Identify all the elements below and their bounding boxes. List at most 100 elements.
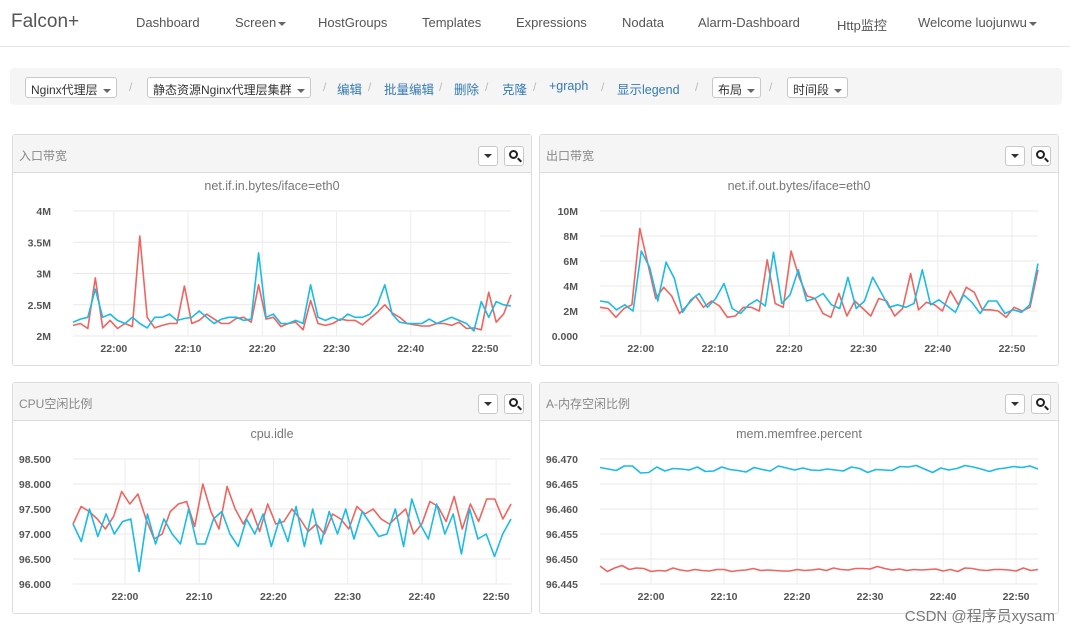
chart-title: net.if.out.bytes/iface=eth0 bbox=[727, 179, 871, 193]
separator: / bbox=[601, 80, 605, 94]
y-tick-label: 0.000 bbox=[552, 331, 578, 343]
y-tick-label: 98.500 bbox=[19, 454, 51, 466]
line-chart[interactable]: 2M 2.5M 3M 3.5M 4M 22:00 22:10 22:20 22:30 22:40 2… bbox=[13, 195, 531, 365]
x-tick-label: 22:50 bbox=[472, 343, 499, 355]
add-graph-link[interactable]: +graph bbox=[549, 79, 589, 93]
y-tick-label: 97.000 bbox=[19, 529, 51, 541]
nav-hostgroups[interactable]: HostGroups bbox=[318, 15, 388, 30]
separator: / bbox=[695, 80, 699, 94]
y-tick-label: 10M bbox=[558, 206, 579, 218]
nav-dashboard[interactable]: Dashboard bbox=[136, 15, 200, 30]
brand-logo[interactable]: Falcon+ bbox=[11, 11, 80, 32]
separator: / bbox=[533, 80, 537, 94]
chevron-down-icon bbox=[1011, 154, 1019, 158]
x-tick-label: 22:30 bbox=[323, 343, 350, 355]
y-tick-label: 3.5M bbox=[28, 237, 52, 249]
series-line-blue bbox=[72, 252, 512, 332]
chart-title: cpu.idle bbox=[250, 427, 294, 441]
panel-options-button[interactable] bbox=[478, 146, 498, 166]
y-tick-label: 96.460 bbox=[546, 504, 578, 516]
time-range-select[interactable]: 时间段 bbox=[787, 77, 849, 98]
separator: / bbox=[368, 80, 372, 94]
chart-title: net.if.in.bytes/iface=eth0 bbox=[204, 179, 340, 193]
nav-nodata[interactable]: Nodata bbox=[622, 15, 664, 30]
zoom-button[interactable] bbox=[1031, 146, 1051, 166]
chevron-down-icon bbox=[484, 402, 492, 406]
x-tick-label: 22:00 bbox=[638, 591, 665, 603]
chevron-down-icon bbox=[1011, 402, 1019, 406]
chevron-down-icon bbox=[297, 88, 306, 93]
top-navbar: Falcon+ Dashboard Screen HostGroups Temp… bbox=[0, 0, 1070, 47]
separator: / bbox=[769, 80, 773, 94]
zoom-button[interactable] bbox=[504, 394, 524, 414]
line-chart[interactable]: 96.445 96.450 96.455 96.460 96.465 96.470 22:0… bbox=[540, 443, 1058, 613]
x-tick-label: 22:10 bbox=[711, 591, 738, 603]
y-tick-label: 96.450 bbox=[546, 554, 578, 566]
graph-panel-mem-free: A-内存空闲比例 mem.memfree.percent 96.445 96.45… bbox=[539, 382, 1059, 614]
nav-alarm-dashboard[interactable]: Alarm-Dashboard bbox=[698, 15, 800, 30]
zoom-button[interactable] bbox=[1031, 394, 1051, 414]
series-line-blue bbox=[599, 250, 1039, 315]
x-tick-label: 22:10 bbox=[702, 343, 729, 355]
y-tick-label: 96.470 bbox=[546, 454, 578, 466]
panel-title: A-内存空闲比例 bbox=[546, 397, 631, 411]
chevron-down-icon bbox=[1028, 21, 1037, 26]
series-line-red bbox=[72, 235, 512, 331]
x-tick-label: 22:40 bbox=[397, 343, 424, 355]
x-tick-label: 22:20 bbox=[260, 591, 287, 603]
panel-options-button[interactable] bbox=[478, 394, 498, 414]
panel-header: CPU空闲比例 bbox=[13, 383, 531, 421]
chevron-down-icon bbox=[484, 154, 492, 158]
nav-expressions[interactable]: Expressions bbox=[516, 15, 587, 30]
x-tick-label: 22:20 bbox=[776, 343, 803, 355]
graph-panel-outbound: 出口带宽 net.if.out.bytes/iface=eth0 0.000 2M… bbox=[539, 134, 1059, 366]
y-tick-label: 97.500 bbox=[19, 504, 51, 516]
nav-user-menu[interactable]: Welcome luojunwu bbox=[918, 15, 1037, 30]
line-chart[interactable]: 0.000 2M 4M 6M 8M 10M 22:00 22:10 22:20 22:30 22:4… bbox=[540, 195, 1058, 365]
panel-title: 入口带宽 bbox=[19, 149, 68, 163]
panel-options-button[interactable] bbox=[1005, 146, 1025, 166]
panel-options-button[interactable] bbox=[1005, 394, 1025, 414]
panel-title: 出口带宽 bbox=[546, 149, 595, 163]
nav-screen[interactable]: Screen bbox=[235, 15, 287, 30]
clone-link[interactable]: 克隆 bbox=[502, 83, 528, 97]
subscreen-select-label: 静态资源Nginx代理层集群 bbox=[153, 83, 292, 97]
x-tick-label: 22:40 bbox=[930, 591, 957, 603]
x-tick-label: 22:10 bbox=[175, 343, 202, 355]
nav-http-monitor[interactable]: Http监控 bbox=[837, 18, 887, 33]
y-tick-label: 4M bbox=[563, 281, 578, 293]
y-tick-label: 96.000 bbox=[19, 579, 51, 591]
x-tick-label: 22:20 bbox=[249, 343, 276, 355]
panel-title: CPU空闲比例 bbox=[19, 397, 93, 411]
screen-select[interactable]: Nginx代理层 bbox=[25, 77, 118, 98]
show-legend-link[interactable]: 显示legend bbox=[617, 83, 680, 97]
y-tick-label: 96.445 bbox=[546, 579, 578, 591]
y-tick-label: 8M bbox=[563, 231, 578, 243]
y-tick-label: 98.000 bbox=[19, 479, 51, 491]
subscreen-select[interactable]: 静态资源Nginx代理层集群 bbox=[147, 77, 312, 98]
x-tick-label: 22:50 bbox=[999, 343, 1026, 355]
nav-templates[interactable]: Templates bbox=[422, 15, 482, 30]
edit-link[interactable]: 编辑 bbox=[337, 83, 363, 97]
screen-toolbar: Nginx代理层 / 静态资源Nginx代理层集群 / 编辑 / 批量编辑 / … bbox=[10, 68, 1062, 105]
series-line-red bbox=[72, 483, 512, 540]
series-line-blue bbox=[72, 498, 512, 573]
chevron-down-icon bbox=[834, 88, 843, 93]
nav-user-label: Welcome luojunwu bbox=[918, 15, 1027, 30]
batch-edit-link[interactable]: 批量编辑 bbox=[384, 83, 435, 97]
line-chart[interactable]: 96.000 96.500 97.000 97.500 98.000 98.500 22:0… bbox=[13, 443, 531, 613]
y-tick-label: 4M bbox=[36, 206, 51, 218]
y-tick-label: 96.465 bbox=[546, 479, 578, 491]
layout-select-label: 布局 bbox=[718, 83, 743, 97]
zoom-button[interactable] bbox=[504, 146, 524, 166]
layout-select[interactable]: 布局 bbox=[712, 77, 762, 98]
x-tick-label: 22:20 bbox=[784, 591, 811, 603]
x-tick-label: 22:30 bbox=[850, 343, 877, 355]
y-tick-label: 6M bbox=[563, 256, 578, 268]
x-tick-label: 22:40 bbox=[408, 591, 435, 603]
y-tick-label: 2M bbox=[36, 331, 51, 343]
series-line-red bbox=[599, 227, 1039, 319]
time-range-select-label: 时间段 bbox=[793, 83, 830, 97]
panel-header: 入口带宽 bbox=[13, 135, 531, 173]
delete-link[interactable]: 删除 bbox=[454, 83, 480, 97]
